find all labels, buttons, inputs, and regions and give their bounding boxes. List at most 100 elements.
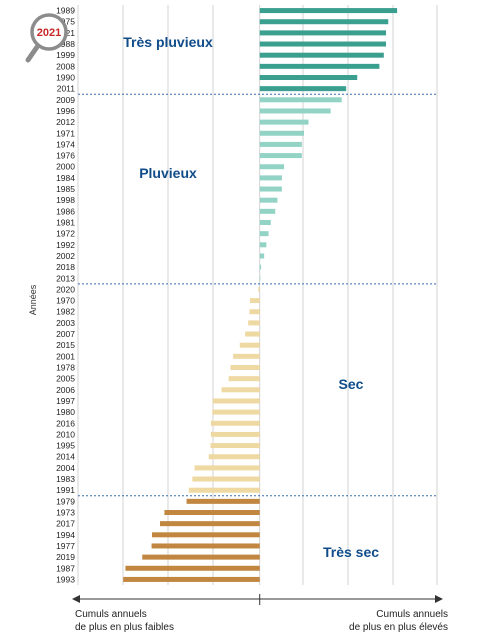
year-label-1970: 1970 xyxy=(56,296,75,306)
year-label-1996: 1996 xyxy=(56,106,75,116)
year-label-1998: 1998 xyxy=(56,195,75,205)
bar-1977 xyxy=(151,543,260,549)
year-label-2013: 2013 xyxy=(56,273,75,283)
bar-1995 xyxy=(210,443,260,449)
bar-2011 xyxy=(259,86,347,92)
bar-1970 xyxy=(249,298,260,304)
bar-2002 xyxy=(259,253,265,259)
bar-1993 xyxy=(123,576,260,582)
year-tick-labels: 1989197520211988199920081990201120091996… xyxy=(56,6,75,585)
year-label-1999: 1999 xyxy=(56,50,75,60)
year-label-2012: 2012 xyxy=(56,117,75,127)
bar-1973 xyxy=(164,510,260,515)
bar-2001 xyxy=(233,353,260,359)
category-labels: Très pluvieux Pluvieux Sec Très sec xyxy=(123,34,379,560)
year-label-1972: 1972 xyxy=(56,229,75,239)
year-label-2009: 2009 xyxy=(56,95,75,105)
bar-1980 xyxy=(212,409,260,415)
bar-1982 xyxy=(249,309,260,315)
bar-1991 xyxy=(188,487,260,493)
year-label-1979: 1979 xyxy=(56,496,75,506)
bar-1981 xyxy=(259,220,271,225)
year-label-1974: 1974 xyxy=(56,139,75,149)
year-label-1994: 1994 xyxy=(56,530,75,540)
bar-2012 xyxy=(259,119,309,125)
year-label-2006: 2006 xyxy=(56,385,75,395)
bottom-axis xyxy=(72,594,443,605)
bar-1975 xyxy=(259,19,389,25)
category-label-3: Très sec xyxy=(323,544,379,560)
year-label-2015: 2015 xyxy=(56,340,75,350)
bar-1971 xyxy=(259,130,305,136)
year-label-1995: 1995 xyxy=(56,441,75,451)
bar-1979 xyxy=(186,498,260,504)
bar-2019 xyxy=(142,554,260,560)
bar-1985 xyxy=(259,186,282,192)
year-label-2014: 2014 xyxy=(56,452,75,462)
bar-1988 xyxy=(259,41,387,47)
vertical-gridlines xyxy=(77,5,438,585)
bar-1987 xyxy=(125,565,260,571)
year-label-2000: 2000 xyxy=(56,162,75,172)
year-label-1986: 1986 xyxy=(56,206,75,216)
bar-1998 xyxy=(259,197,278,203)
year-label-1990: 1990 xyxy=(56,73,75,83)
bar-1986 xyxy=(259,208,276,214)
year-label-2010: 2010 xyxy=(56,429,75,439)
bar-1994 xyxy=(152,532,260,538)
year-label-2020: 2020 xyxy=(56,284,75,294)
year-label-2019: 2019 xyxy=(56,552,75,562)
year-label-1983: 1983 xyxy=(56,474,75,484)
bar-1978 xyxy=(230,365,260,370)
year-label-1991: 1991 xyxy=(56,485,75,495)
year-label-2007: 2007 xyxy=(56,329,75,339)
bar-1997 xyxy=(212,398,260,404)
year-label-2011: 2011 xyxy=(57,84,76,94)
bar-1989 xyxy=(259,8,398,14)
bar-2017 xyxy=(159,521,260,527)
category-label-1: Pluvieux xyxy=(139,165,197,181)
bar-1990 xyxy=(259,75,358,80)
bar-2004 xyxy=(194,465,260,471)
highlight-2021-badge: 2021 xyxy=(25,13,68,63)
x-label-right-line1: Cumuls annuels xyxy=(376,609,448,620)
year-label-1985: 1985 xyxy=(56,184,75,194)
bar-1983 xyxy=(192,476,260,482)
year-label-1988: 1988 xyxy=(56,39,75,49)
arrow-right-icon xyxy=(435,595,443,603)
year-label-2008: 2008 xyxy=(56,61,75,71)
bar-2013 xyxy=(259,275,261,281)
x-label-left-line1: Cumuls annuels xyxy=(75,609,147,620)
bar-2000 xyxy=(259,164,285,170)
magnifier-handle xyxy=(25,44,40,63)
bars-group xyxy=(123,8,398,582)
bar-1984 xyxy=(259,175,282,181)
year-label-1978: 1978 xyxy=(56,363,75,373)
year-label-2002: 2002 xyxy=(56,251,75,261)
year-label-1980: 1980 xyxy=(56,407,75,417)
bar-2008 xyxy=(259,63,380,69)
bar-1999 xyxy=(259,52,384,58)
x-label-left-line2: de plus en plus faibles xyxy=(75,622,174,633)
year-label-1971: 1971 xyxy=(56,128,75,138)
year-label-1993: 1993 xyxy=(56,574,75,584)
year-label-1975: 1975 xyxy=(56,17,75,27)
category-label-2: Sec xyxy=(339,376,364,392)
bar-1974 xyxy=(259,141,302,147)
x-label-right-line2: de plus en plus élevés xyxy=(349,622,448,633)
bar-1976 xyxy=(259,153,302,159)
year-label-1981: 1981 xyxy=(56,218,75,228)
year-label-2018: 2018 xyxy=(56,262,75,272)
year-label-1989: 1989 xyxy=(56,6,75,16)
bar-1992 xyxy=(259,242,267,248)
bar-2021 xyxy=(259,30,387,36)
magnifier-lens xyxy=(30,13,68,51)
year-label-1977: 1977 xyxy=(56,541,75,551)
year-label-2003: 2003 xyxy=(56,318,75,328)
bar-2003 xyxy=(248,320,260,326)
arrow-left-icon xyxy=(72,595,80,603)
bar-2006 xyxy=(221,387,260,393)
year-label-2017: 2017 xyxy=(56,519,75,529)
category-label-0: Très pluvieux xyxy=(123,34,213,50)
